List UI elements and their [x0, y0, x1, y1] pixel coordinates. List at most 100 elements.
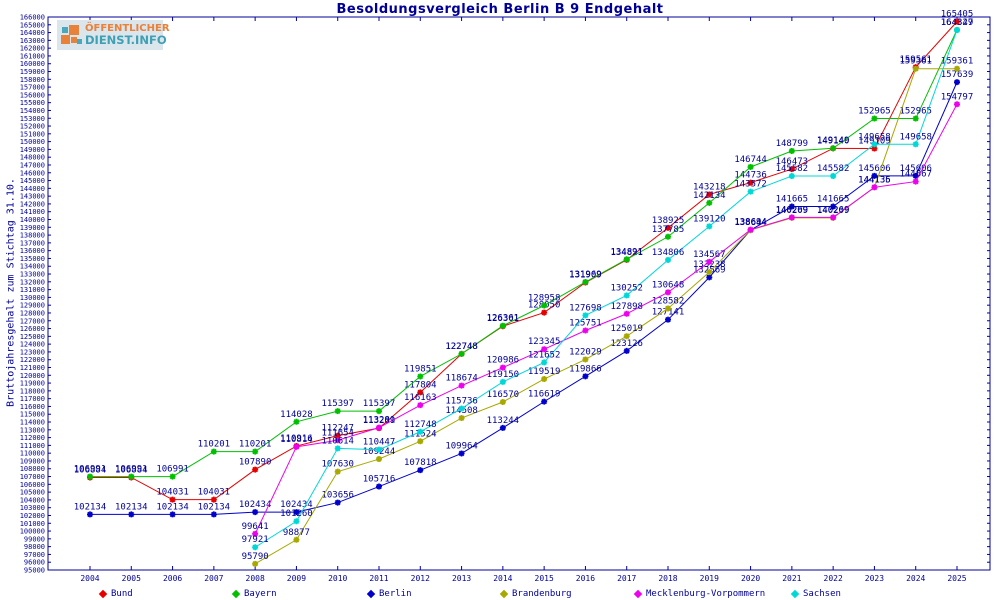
y-tick-label: 108000 [20, 465, 45, 473]
data-point-marker [954, 18, 960, 25]
point-value-label: 115397 [363, 399, 396, 409]
x-tick-label: 2009 [287, 574, 306, 583]
data-point-marker [830, 203, 837, 210]
y-tick-label: 121000 [20, 364, 45, 372]
point-value-label: 152965 [899, 107, 932, 117]
data-point-marker [665, 233, 671, 240]
y-tick-label: 154000 [20, 107, 45, 115]
data-point-marker [623, 256, 630, 263]
y-tick-label: 116000 [20, 403, 45, 411]
point-value-label: 125751 [569, 318, 602, 328]
point-value-label: 152965 [858, 107, 891, 117]
point-value-label: 105716 [363, 475, 396, 485]
data-point-marker [623, 292, 630, 299]
data-point-marker [210, 511, 217, 518]
point-value-label: 145582 [817, 164, 850, 174]
point-value-label: 123126 [610, 339, 643, 349]
x-tick-label: 2014 [493, 574, 512, 583]
point-value-label: 115736 [445, 396, 478, 406]
point-value-label: 141665 [776, 195, 809, 205]
point-value-label: 116619 [528, 390, 561, 400]
point-value-label: 145582 [776, 164, 809, 174]
data-point-marker [376, 446, 382, 453]
data-point-marker [376, 408, 382, 415]
data-point-marker [954, 101, 960, 108]
data-point-marker [252, 509, 259, 516]
data-point-marker [665, 289, 671, 296]
data-point-marker [788, 214, 795, 221]
data-point-marker [499, 424, 506, 431]
point-value-label: 110201 [239, 440, 272, 450]
point-value-label: 126361 [487, 314, 520, 324]
point-value-label: 144736 [734, 171, 767, 181]
y-tick-label: 166000 [20, 14, 45, 22]
data-point-marker [293, 518, 300, 525]
point-value-label: 113281 [363, 416, 396, 426]
legend-item-berlin: Berlin [366, 589, 412, 599]
x-tick-label: 2016 [576, 574, 595, 583]
x-tick-label: 2008 [246, 574, 265, 583]
point-value-label: 128582 [652, 296, 685, 306]
point-value-label: 121652 [528, 350, 561, 360]
y-tick-label: 147000 [20, 161, 45, 169]
point-value-label: 131909 [569, 271, 602, 281]
point-value-label: 140269 [776, 205, 809, 215]
x-tick-label: 2022 [824, 574, 843, 583]
point-value-label: 138644 [734, 218, 767, 228]
point-value-label: 142134 [693, 191, 726, 201]
point-value-label: 159361 [899, 57, 932, 67]
y-tick-label: 125000 [20, 333, 45, 341]
data-point-marker [499, 398, 506, 405]
data-point-marker [830, 214, 837, 221]
point-value-label: 118674 [445, 374, 478, 384]
point-value-label: 140209 [776, 206, 809, 216]
y-tick-label: 157000 [20, 84, 45, 92]
data-point-marker [871, 145, 878, 152]
y-tick-label: 158000 [20, 76, 45, 84]
data-point-marker [334, 432, 341, 439]
point-value-label: 154797 [941, 92, 974, 102]
data-point-marker [252, 530, 259, 537]
y-tick-label: 114000 [20, 419, 45, 427]
data-point-marker [871, 172, 878, 179]
point-value-label: 106884 [74, 465, 107, 475]
data-point-marker [252, 448, 259, 455]
logo-text-line1: ÖFFENTLICHER [85, 22, 170, 34]
y-tick-label: 137000 [20, 239, 45, 247]
point-value-label: 97921 [242, 535, 269, 545]
x-tick-label: 2017 [617, 574, 636, 583]
data-point-marker [788, 173, 795, 180]
x-tick-label: 2019 [700, 574, 719, 583]
point-value-label: 122748 [445, 342, 478, 352]
data-point-marker [541, 309, 548, 316]
point-value-label: 127698 [569, 303, 602, 313]
data-point-marker [912, 115, 919, 122]
point-value-label: 107818 [404, 458, 437, 468]
logo-square [71, 36, 77, 43]
point-value-label: 106991 [74, 465, 107, 475]
data-point-marker [912, 172, 919, 179]
y-tick-label: 148000 [20, 154, 45, 162]
series-brandenburg [252, 65, 960, 567]
y-tick-label: 138000 [20, 232, 45, 240]
data-point-marker [582, 327, 589, 334]
y-tick-label: 133000 [20, 271, 45, 279]
point-value-label: 113209 [363, 416, 396, 426]
point-value-label: 102434 [239, 500, 272, 510]
y-tick-label: 99000 [24, 535, 45, 543]
point-value-label: 109964 [445, 441, 478, 451]
point-value-label: 143572 [734, 180, 767, 190]
x-tick-label: 2013 [452, 574, 471, 583]
data-point-marker [417, 438, 424, 445]
point-value-label: 104031 [198, 488, 231, 498]
point-value-label: 125019 [610, 324, 643, 334]
point-value-label: 138925 [652, 216, 685, 226]
point-value-label: 144867 [899, 170, 932, 180]
series-bayern [87, 26, 960, 480]
point-value-label: 127141 [652, 308, 685, 318]
y-tick-label: 155000 [20, 99, 45, 107]
point-value-label: 110201 [198, 440, 231, 450]
x-axis-ticks: 2004 2005 2006 2007 2008 2009 2010 2011 2012 2013… [80, 17, 967, 583]
point-value-label: 110447 [363, 438, 396, 448]
